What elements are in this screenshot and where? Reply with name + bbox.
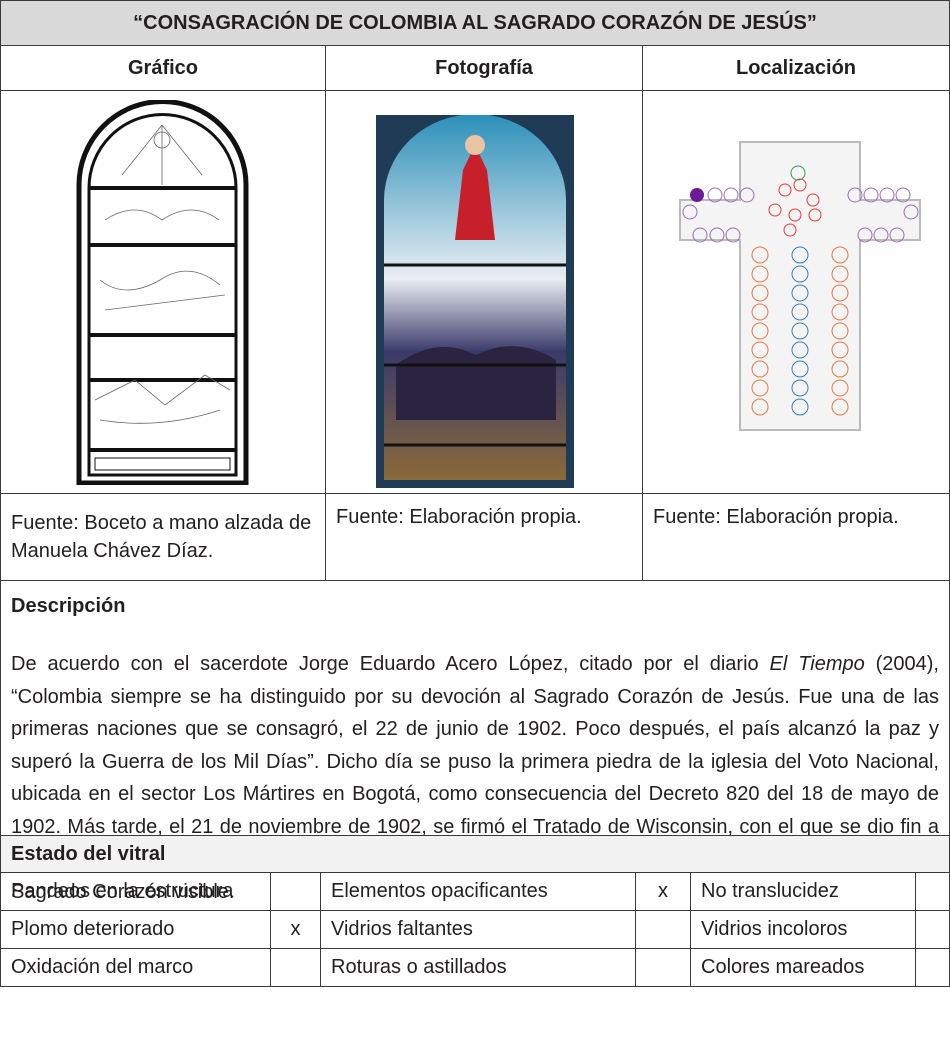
condition-label: Pandeos en la estructura	[0, 872, 271, 911]
plan-dot	[831, 303, 849, 321]
plan-dot	[751, 246, 769, 264]
condition-mark	[915, 910, 950, 949]
source: Fuente: Elaboración propia.	[325, 493, 643, 581]
plan-dot	[831, 398, 849, 416]
plan-dot	[831, 341, 849, 359]
plan-dot	[751, 322, 769, 340]
condition-label: Vidrios incoloros	[690, 910, 916, 949]
plan-dot	[751, 341, 769, 359]
plan-dot	[791, 265, 809, 283]
plan-dot	[831, 322, 849, 340]
photo-image	[376, 115, 574, 488]
plan-dot	[751, 265, 769, 283]
condition-mark	[915, 872, 950, 911]
plan-dot	[831, 360, 849, 378]
source: Fuente: Boceto a mano alzada de Manuela …	[0, 493, 326, 581]
plan-dot	[751, 360, 769, 378]
condition-label: Vidrios faltantes	[320, 910, 636, 949]
condition-mark	[915, 948, 950, 987]
text-run: El Tiempo	[769, 653, 865, 675]
description-heading: Descripción	[11, 595, 126, 617]
condition-label: No translucidez	[690, 872, 916, 911]
column-header: Localización	[642, 45, 950, 91]
description: Descripción De acuerdo con el sacerdote …	[0, 580, 950, 903]
plan-dot	[791, 303, 809, 321]
condition-mark: x	[635, 872, 691, 911]
text-run: De acuerdo con el sacerdote Jorge Eduard…	[11, 653, 770, 675]
plan-dot	[791, 322, 809, 340]
sketch-image	[76, 100, 249, 485]
section-heading: Estado del vitral	[0, 835, 950, 873]
condition-mark	[270, 948, 321, 987]
column-header: Gráfico	[0, 45, 326, 91]
plan-dot	[791, 341, 809, 359]
plan-dot	[751, 303, 769, 321]
plan-dot	[831, 246, 849, 264]
condition-mark	[270, 872, 321, 911]
plan-dot	[791, 360, 809, 378]
plan-dot	[791, 284, 809, 302]
condition-label: Colores mareados	[690, 948, 916, 987]
title: “CONSAGRACIÓN DE COLOMBIA AL SAGRADO COR…	[0, 0, 950, 46]
plan-dot	[831, 265, 849, 283]
source: Fuente: Elaboración propia.	[642, 493, 950, 581]
plan-dot	[791, 398, 809, 416]
plan-dot	[751, 398, 769, 416]
plan-dot	[791, 379, 809, 397]
condition-mark	[635, 948, 691, 987]
condition-mark	[635, 910, 691, 949]
plan-dot	[831, 284, 849, 302]
plan-dot	[791, 246, 809, 264]
plan-dot	[751, 379, 769, 397]
condition-label: Plomo deteriorado	[0, 910, 271, 949]
plan-dot	[831, 379, 849, 397]
plan-dot	[751, 284, 769, 302]
column-header: Fotografía	[325, 45, 643, 91]
condition-label: Roturas o astillados	[320, 948, 636, 987]
plan-image	[679, 141, 921, 431]
condition-label: Oxidación del marco	[0, 948, 271, 987]
condition-label: Elementos opacificantes	[320, 872, 636, 911]
condition-mark: x	[270, 910, 321, 949]
